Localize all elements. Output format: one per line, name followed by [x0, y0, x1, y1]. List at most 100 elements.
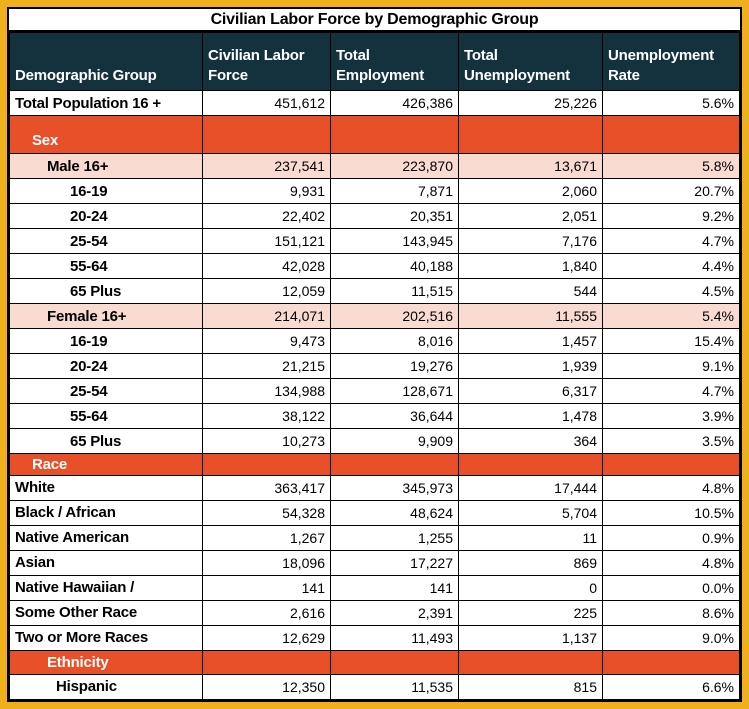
value-cell: 8,016 [330, 328, 459, 355]
row-label-cell: 65 Plus [9, 278, 203, 305]
value-cell [458, 649, 603, 675]
value-cell: 4.7% [602, 228, 740, 255]
table-row: 20-24 22,402 20,351 2,051 9.2% [9, 203, 740, 230]
value-cell: 48,624 [330, 499, 459, 526]
row-label-cell: Native Hawaiian / [9, 574, 203, 601]
value-cell [330, 649, 459, 675]
value-cell: 544 [458, 278, 603, 305]
table-row: Asian 18,096 17,227 869 4.8% [9, 549, 740, 576]
table-frame: Civilian Labor Force by Demographic Grou… [7, 7, 742, 702]
value-cell: 2,051 [458, 203, 603, 230]
value-cell: 141 [202, 574, 331, 601]
row-label-cell: 20-24 [9, 203, 203, 230]
value-cell: 237,541 [202, 153, 331, 180]
column-header: Unemployment Rate [602, 32, 740, 91]
value-cell: 17,227 [330, 549, 459, 576]
table-row: 16-19 9,931 7,871 2,060 20.7% [9, 178, 740, 205]
value-cell: 1,267 [202, 524, 331, 551]
row-label-cell: 16-19 [9, 178, 203, 205]
table-row: Native American 1,267 1,255 11 0.9% [9, 524, 740, 551]
table-row: 55-64 38,122 36,644 1,478 3.9% [9, 403, 740, 430]
row-label-cell: Total Population 16 + [9, 89, 203, 117]
value-cell: 9,473 [202, 328, 331, 355]
value-cell: 36,644 [330, 403, 459, 430]
value-cell: 143,945 [330, 228, 459, 255]
value-cell: 223,870 [330, 153, 459, 180]
value-cell: 345,973 [330, 474, 459, 501]
column-header: Total Employment [330, 32, 459, 91]
value-cell: 9.1% [602, 353, 740, 380]
value-cell: 4.5% [602, 278, 740, 305]
column-header: Demographic Group [9, 32, 203, 91]
table-row: Female 16+ 214,071 202,516 11,555 5.4% [9, 303, 740, 330]
value-cell: 4.7% [602, 378, 740, 405]
value-cell: 20,351 [330, 203, 459, 230]
value-cell: 225 [458, 599, 603, 626]
value-cell: 7,871 [330, 178, 459, 205]
value-cell [602, 649, 740, 675]
value-cell: 5.4% [602, 303, 740, 330]
value-cell: 1,255 [330, 524, 459, 551]
section-row: Race [9, 453, 740, 476]
table-row: 16-19 9,473 8,016 1,457 15.4% [9, 328, 740, 355]
section-row: Sex [9, 115, 740, 155]
row-label-cell: Race [9, 453, 203, 476]
table-row: Some Other Race 2,616 2,391 225 8.6% [9, 599, 740, 626]
value-cell: 426,386 [330, 89, 459, 117]
row-label-cell: 55-64 [9, 403, 203, 430]
value-cell: 9.2% [602, 203, 740, 230]
value-cell: 5.6% [602, 89, 740, 117]
section-row: Ethnicity [9, 649, 740, 675]
row-label-cell: Female 16+ [9, 303, 203, 330]
table-row: Black / African 54,328 48,624 5,704 10.5% [9, 499, 740, 526]
value-cell: 151,121 [202, 228, 331, 255]
value-cell: 12,059 [202, 278, 331, 305]
value-cell: 214,071 [202, 303, 331, 330]
value-cell: 11,493 [330, 624, 459, 651]
value-cell: 2,616 [202, 599, 331, 626]
value-cell: 13,671 [458, 153, 603, 180]
table-body: Total Population 16 +451,612 426,386 25,22… [9, 89, 740, 701]
row-label-cell: Two or More Races [9, 624, 203, 651]
row-label-cell: Hispanic [9, 673, 203, 701]
value-cell: 54,328 [202, 499, 331, 526]
table-row: 65 Plus 10,273 9,909 364 3.5% [9, 428, 740, 455]
value-cell: 10.5% [602, 499, 740, 526]
row-label-cell: 25-54 [9, 378, 203, 405]
row-label-cell: Asian [9, 549, 203, 576]
value-cell: 1,478 [458, 403, 603, 430]
value-cell: 12,629 [202, 624, 331, 651]
table-row: 25-54 134,988 128,671 6,317 4.7% [9, 378, 740, 405]
value-cell: 451,612 [202, 89, 331, 117]
value-cell: 17,444 [458, 474, 603, 501]
value-cell [202, 453, 331, 476]
value-cell: 21,215 [202, 353, 331, 380]
value-cell: 2,060 [458, 178, 603, 205]
table-row: 65 Plus 12,059 11,515 544 4.5% [9, 278, 740, 305]
value-cell [202, 649, 331, 675]
labor-force-table: Demographic Group Civilian Labor Force Tot… [9, 32, 740, 701]
row-label-cell: White [9, 474, 203, 501]
value-cell: 815 [458, 673, 603, 701]
value-cell: 20.7% [602, 178, 740, 205]
value-cell: 141 [330, 574, 459, 601]
value-cell: 12,350 [202, 673, 331, 701]
value-cell: 6.6% [602, 673, 740, 701]
value-cell [458, 453, 603, 476]
value-cell: 11,555 [458, 303, 603, 330]
value-cell: 38,122 [202, 403, 331, 430]
value-cell: 5,704 [458, 499, 603, 526]
row-label-cell: Male 16+ [9, 153, 203, 180]
column-header: Civilian Labor Force [202, 32, 331, 91]
value-cell: 869 [458, 549, 603, 576]
value-cell: 1,457 [458, 328, 603, 355]
table-row: 25-54 151,121 143,945 7,176 4.7% [9, 228, 740, 255]
table-row: Hispanic 12,350 11,535 815 6.6% [9, 673, 740, 701]
table-row: Two or More Races 12,629 11,493 1,137 9.0% [9, 624, 740, 651]
header-row: Demographic Group Civilian Labor Force Tot… [9, 32, 740, 91]
row-label-cell: 55-64 [9, 253, 203, 280]
value-cell: 9.0% [602, 624, 740, 651]
value-cell [330, 115, 459, 155]
value-cell: 1,939 [458, 353, 603, 380]
